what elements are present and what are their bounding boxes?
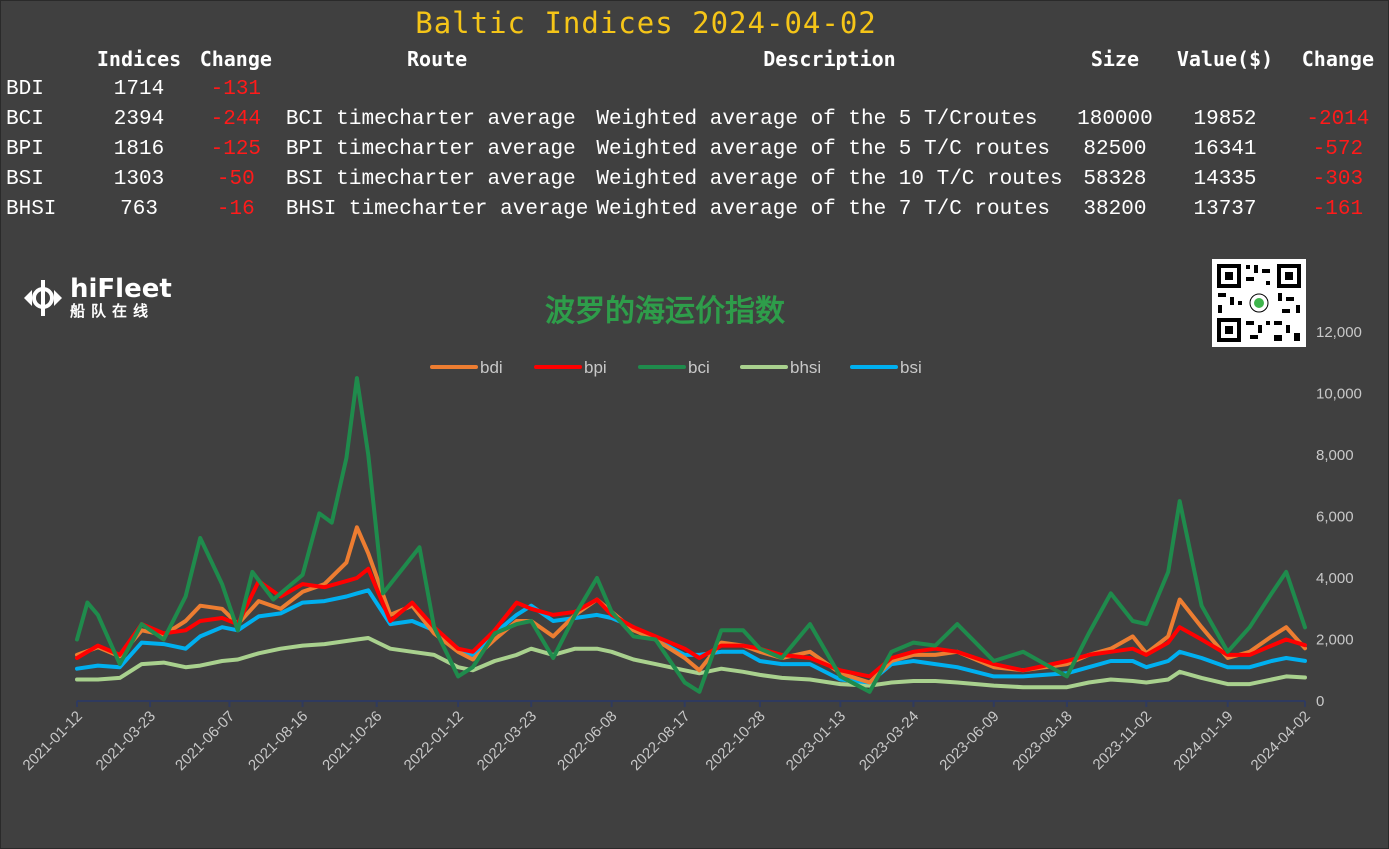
logo-name: hiFleet	[70, 274, 172, 304]
x-tick-label: 2024-04-02	[1248, 708, 1314, 774]
index-value: 1714	[113, 77, 165, 101]
header-change: Change	[199, 47, 272, 71]
legend-item-bci[interactable]: bci	[638, 358, 710, 377]
index-name: BCI	[6, 107, 44, 131]
table-row: BSI 1303 -50 BSI timecharter average Wei…	[2, 164, 1389, 194]
description: Weighted average of the 10 T/C routes	[596, 167, 1063, 191]
header-description: Description	[763, 47, 896, 71]
table-row: BCI 2394 -244 BCI timecharter average We…	[2, 104, 1389, 134]
description: Weighted average of the 7 T/C routes	[596, 197, 1051, 221]
table-row: BDI 1714 -131	[2, 74, 1389, 104]
x-tick-label: 2024-01-19	[1170, 708, 1236, 774]
legend-item-bsi[interactable]: bsi	[850, 358, 922, 377]
index-name: BSI	[6, 167, 44, 191]
logo-subtitle: 船队在线	[70, 302, 155, 320]
index-change: -131	[210, 77, 262, 101]
y-tick-label: 8,000	[1316, 447, 1354, 464]
route: BHSI timecharter average	[285, 197, 589, 221]
x-tick-label: 2022-03-23	[474, 708, 540, 774]
value-change: -161	[1312, 197, 1364, 221]
value-change: -303	[1312, 167, 1364, 191]
table-row: BHSI 763 -16 BHSI timecharter average We…	[2, 194, 1389, 224]
description: Weighted average of the 5 T/Croutes	[596, 107, 1038, 131]
y-tick-label: 0	[1316, 693, 1324, 710]
index-value: 2394	[113, 107, 165, 131]
index-name: BDI	[6, 77, 44, 101]
series-line-bhsi	[75, 636, 1307, 690]
index-change: -244	[210, 107, 262, 131]
legend-item-bhsi[interactable]: bhsi	[740, 358, 821, 377]
y-tick-label: 6,000	[1316, 509, 1354, 526]
x-tick-label: 2023-03-24	[856, 708, 922, 774]
value-change: -2014	[1306, 107, 1370, 131]
x-tick-label: 2023-06-09	[936, 708, 1002, 774]
x-tick-label: 2021-01-12	[20, 708, 86, 774]
index-value: 1816	[113, 137, 165, 161]
size: 82500	[1083, 137, 1147, 161]
header-indices: Indices	[96, 47, 182, 71]
value: 13737	[1193, 197, 1257, 221]
value: 14335	[1193, 167, 1257, 191]
x-tick-label: 2022-10-28	[702, 708, 768, 774]
header-value: Value($)	[1176, 47, 1274, 71]
x-tick-label: 2023-01-13	[783, 708, 849, 774]
index-change: -16	[216, 197, 255, 221]
x-tick-label: 2021-10-26	[319, 708, 385, 774]
series-line-bdi	[75, 525, 1307, 685]
table-row: BPI 1816 -125 BPI timecharter average We…	[2, 134, 1389, 164]
y-tick-label: 2,000	[1316, 632, 1354, 649]
legend-label: bci	[688, 358, 710, 377]
x-tick-label: 2022-01-12	[401, 708, 467, 774]
page-title: Baltic Indices 2024-04-02	[415, 6, 877, 40]
size: 58328	[1083, 167, 1147, 191]
x-tick-label: 2023-08-18	[1009, 708, 1075, 774]
x-tick-label: 2021-08-16	[245, 708, 311, 774]
hifleet-logo-icon	[24, 279, 62, 316]
table-header-row: Indices Change Route Description Size Va…	[2, 44, 1389, 74]
index-name: BHSI	[6, 197, 57, 221]
index-name: BPI	[6, 137, 44, 161]
legend-item-bdi[interactable]: bdi	[430, 358, 503, 377]
y-tick-label: 12,000	[1316, 324, 1362, 341]
legend-item-bpi[interactable]: bpi	[534, 358, 607, 377]
index-change: -125	[210, 137, 262, 161]
y-tick-label: 10,000	[1316, 386, 1362, 403]
x-tick-label: 2022-06-08	[554, 708, 620, 774]
chart-title: 波罗的海运价指数	[545, 294, 785, 329]
series-line-bci	[75, 376, 1307, 694]
y-tick-label: 4,000	[1316, 570, 1354, 587]
x-tick-label: 2022-08-17	[627, 708, 693, 774]
header-route: Route	[407, 47, 468, 71]
indices-table: Indices Change Route Description Size Va…	[2, 44, 1389, 224]
legend-label: bpi	[584, 358, 607, 377]
value-change: -572	[1312, 137, 1364, 161]
header-size: Size	[1090, 47, 1140, 71]
legend-label: bdi	[480, 358, 503, 377]
index-change: -50	[216, 167, 255, 191]
route: BSI timecharter average	[285, 167, 576, 191]
index-value: 1303	[113, 167, 165, 191]
x-tick-label: 2021-06-07	[172, 708, 238, 774]
x-tick-label: 2021-03-23	[93, 708, 159, 774]
route: BPI timecharter average	[285, 137, 576, 161]
x-tick-label: 2023-11-02	[1090, 708, 1155, 773]
route: BCI timecharter average	[285, 107, 576, 131]
size: 180000	[1077, 107, 1153, 131]
hifleet-logo: hiFleet 船队在线	[22, 276, 172, 319]
legend-label: bsi	[900, 358, 922, 377]
value: 16341	[1193, 137, 1257, 161]
index-value: 763	[120, 197, 158, 221]
value: 19852	[1193, 107, 1257, 131]
legend-label: bhsi	[790, 358, 821, 377]
description: Weighted average of the 5 T/C routes	[596, 137, 1051, 161]
series-line-bpi	[75, 566, 1307, 679]
qr-code-icon	[1212, 259, 1306, 347]
size: 38200	[1083, 197, 1147, 221]
header-value-change: Change	[1301, 47, 1374, 71]
